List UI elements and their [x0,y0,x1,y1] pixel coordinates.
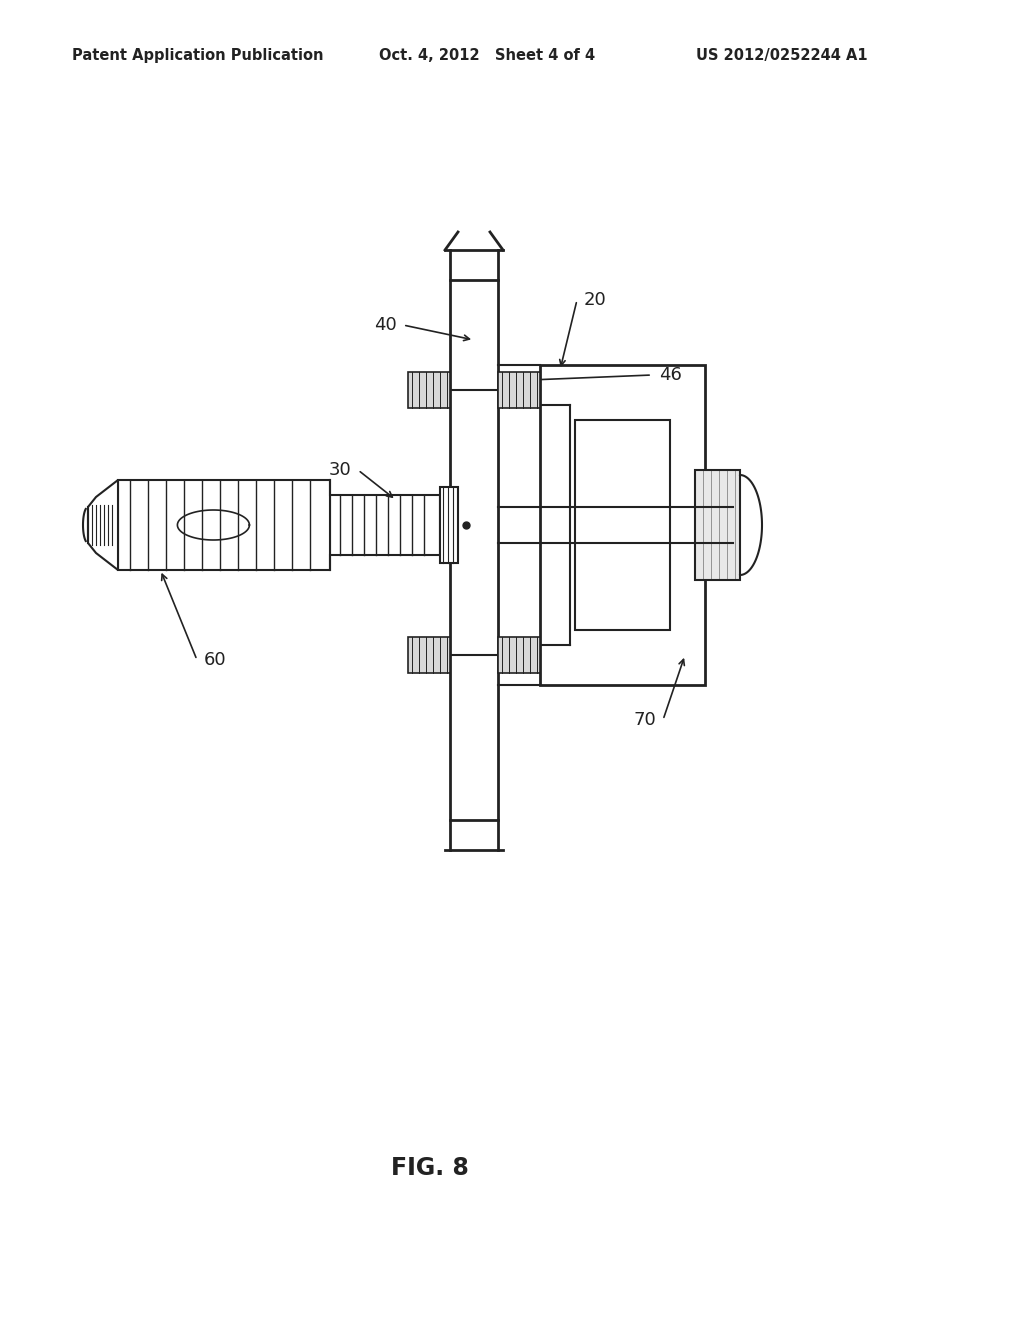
Bar [440,487,458,564]
Bar [118,480,330,570]
Text: 60: 60 [204,651,226,669]
Bar [408,372,450,408]
Bar [575,420,670,630]
Text: 20: 20 [584,290,606,309]
Polygon shape [88,480,118,570]
Text: FIG. 8: FIG. 8 [391,1156,469,1180]
Bar [450,280,498,820]
Text: Patent Application Publication: Patent Application Publication [72,48,324,63]
Bar [695,470,740,579]
Bar [498,638,540,673]
Bar [498,372,540,408]
Bar [408,638,450,673]
Text: 30: 30 [329,461,351,479]
Text: US 2012/0252244 A1: US 2012/0252244 A1 [696,48,868,63]
Text: 46: 46 [658,366,681,384]
Text: 70: 70 [634,711,656,729]
Text: 40: 40 [374,315,396,334]
Text: Oct. 4, 2012   Sheet 4 of 4: Oct. 4, 2012 Sheet 4 of 4 [379,48,595,63]
Bar [330,495,440,554]
Bar [540,366,705,685]
